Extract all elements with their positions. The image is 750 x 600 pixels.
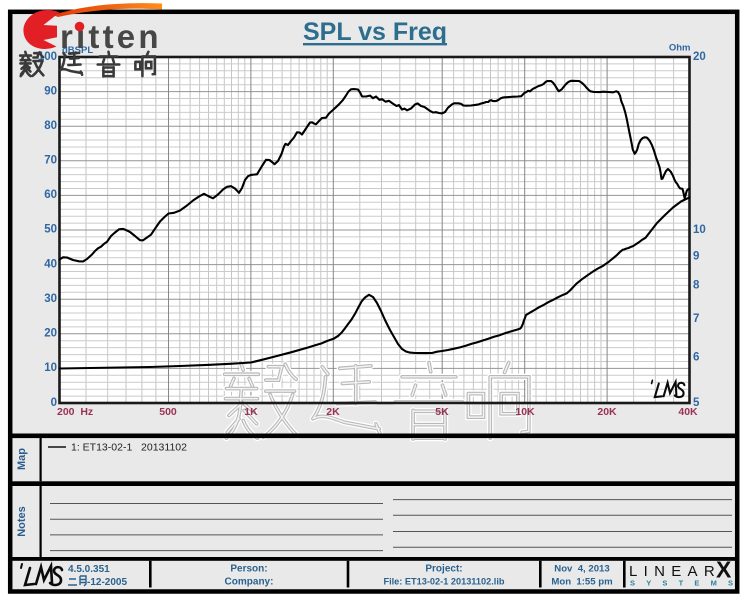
svg-text:Map: Map	[16, 448, 28, 470]
svg-text:LINEAR: LINEAR	[629, 563, 721, 580]
svg-text:Project:: Project:	[425, 564, 462, 575]
svg-text:SYSTEMS: SYSTEMS	[630, 579, 744, 588]
svg-text:Person:: Person:	[230, 564, 267, 575]
svg-text:1K: 1K	[244, 406, 258, 418]
svg-text:4.5.0.351: 4.5.0.351	[68, 564, 110, 575]
svg-text:Company:: Company:	[225, 577, 274, 588]
svg-text:X: X	[716, 557, 732, 583]
svg-text:9: 9	[693, 250, 699, 262]
svg-text:8: 8	[693, 280, 700, 292]
svg-text:7: 7	[693, 313, 699, 325]
svg-text:500: 500	[159, 406, 177, 418]
svg-text:Mon 1:55 pm: Mon 1:55 pm	[551, 577, 612, 588]
svg-text:80: 80	[44, 120, 57, 132]
svg-text:Nov 4, 2013: Nov 4, 2013	[554, 564, 609, 575]
svg-text:200 Hz: 200 Hz	[57, 406, 93, 418]
svg-text:5K: 5K	[435, 406, 449, 418]
svg-text:2K: 2K	[326, 406, 340, 418]
svg-text:6: 6	[693, 352, 699, 364]
svg-text:20K: 20K	[597, 406, 617, 418]
svg-text:70: 70	[44, 155, 57, 167]
svg-text:60: 60	[44, 189, 57, 201]
svg-text:20: 20	[693, 51, 706, 63]
svg-text:20: 20	[44, 328, 57, 340]
svg-text:Ohm: Ohm	[669, 43, 691, 54]
svg-text:10K: 10K	[515, 406, 535, 418]
svg-text:90: 90	[44, 85, 57, 97]
svg-text:0: 0	[51, 397, 57, 409]
svg-text:File: ET13-02-1 20131102.lib: File: ET13-02-1 20131102.lib	[383, 577, 504, 587]
svg-text:Notes: Notes	[16, 506, 28, 537]
svg-text:5: 5	[693, 397, 700, 409]
svg-text:-12-2005: -12-2005	[87, 577, 127, 588]
svg-text:30: 30	[44, 293, 57, 305]
svg-text:40: 40	[44, 258, 57, 270]
svg-text:50: 50	[44, 224, 57, 236]
svg-text:dBSPL: dBSPL	[62, 45, 93, 56]
svg-text:10: 10	[44, 362, 57, 374]
svg-text:40K: 40K	[678, 406, 698, 418]
svg-text:10: 10	[693, 224, 706, 236]
svg-text:1: ET13-02-1 20131102: 1: ET13-02-1 20131102	[71, 442, 187, 454]
svg-text:SPL vs Freq: SPL vs Freq	[303, 18, 447, 46]
svg-text:rıtten: rıtten	[60, 18, 162, 55]
